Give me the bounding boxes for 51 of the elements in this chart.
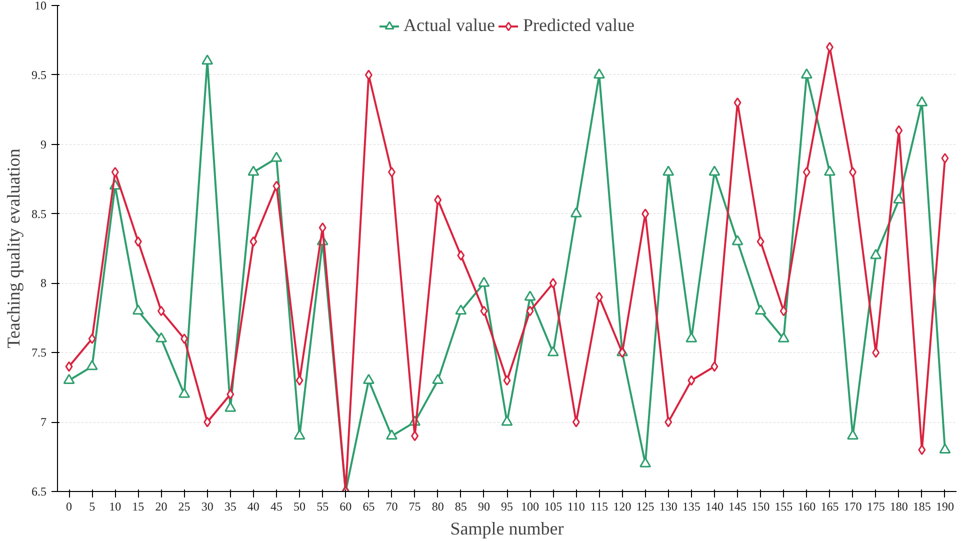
x-tick-label: 105 (544, 500, 562, 514)
x-tick-label: 185 (912, 500, 931, 514)
x-tick-label: 95 (501, 500, 513, 514)
x-tick-label: 150 (752, 500, 770, 514)
x-axis-title: Sample number (450, 518, 564, 538)
x-tick-label: 65 (362, 500, 375, 514)
x-tick-label: 25 (178, 500, 190, 514)
x-tick-label: 75 (408, 500, 421, 514)
x-tick-label: 50 (294, 500, 306, 514)
x-tick-label: 85 (454, 500, 467, 514)
x-tick-label: 100 (521, 500, 540, 514)
x-tick-label: 155 (774, 500, 793, 514)
x-tick-label: 70 (386, 500, 398, 514)
y-tick-label: 8.5 (32, 206, 46, 221)
x-tick-label: 20 (155, 500, 168, 514)
y-tick-label: 9.5 (32, 68, 46, 82)
x-tick-label: 15 (132, 500, 144, 514)
y-tick-label: 7.5 (32, 346, 46, 360)
x-tick-label: 120 (613, 500, 632, 514)
y-tick-label: 9 (40, 137, 46, 152)
x-tick-label: 160 (798, 500, 816, 514)
x-tick-label: 125 (636, 500, 654, 514)
y-axis-title: Teaching quality evaluation (4, 148, 24, 348)
y-tick-label: 6.5 (32, 484, 46, 498)
x-tick-label: 175 (866, 500, 885, 514)
x-tick-label: 30 (201, 500, 214, 514)
x-tick-label: 5 (89, 500, 96, 514)
x-tick-label: 60 (340, 500, 352, 514)
x-tick-label: 90 (478, 500, 490, 514)
legend-label: Actual value (404, 15, 495, 36)
x-tick-label: 115 (590, 500, 608, 514)
y-tick-label: 7 (40, 415, 46, 430)
legend-label: Predicted value (523, 15, 634, 36)
x-tick-label: 165 (820, 500, 839, 514)
x-tick-label: 0 (66, 500, 72, 514)
x-tick-label: 140 (705, 500, 724, 514)
x-tick-label: 40 (247, 500, 260, 514)
x-tick-label: 180 (890, 500, 908, 514)
x-tick-label: 45 (270, 500, 282, 514)
y-tick-label: 10 (34, 0, 46, 12)
x-tick-label: 10 (109, 500, 122, 514)
x-tick-label: 190 (936, 500, 954, 514)
x-tick-label: 135 (682, 500, 700, 514)
x-tick-label: 80 (432, 500, 444, 514)
y-tick-label: 8 (40, 276, 46, 290)
x-tick-label: 145 (728, 500, 747, 514)
x-tick-label: 35 (224, 500, 236, 514)
x-tick-label: 55 (316, 500, 329, 514)
x-tick-label: 130 (659, 500, 678, 514)
x-tick-label: 110 (567, 500, 585, 514)
x-tick-label: 170 (844, 500, 862, 514)
